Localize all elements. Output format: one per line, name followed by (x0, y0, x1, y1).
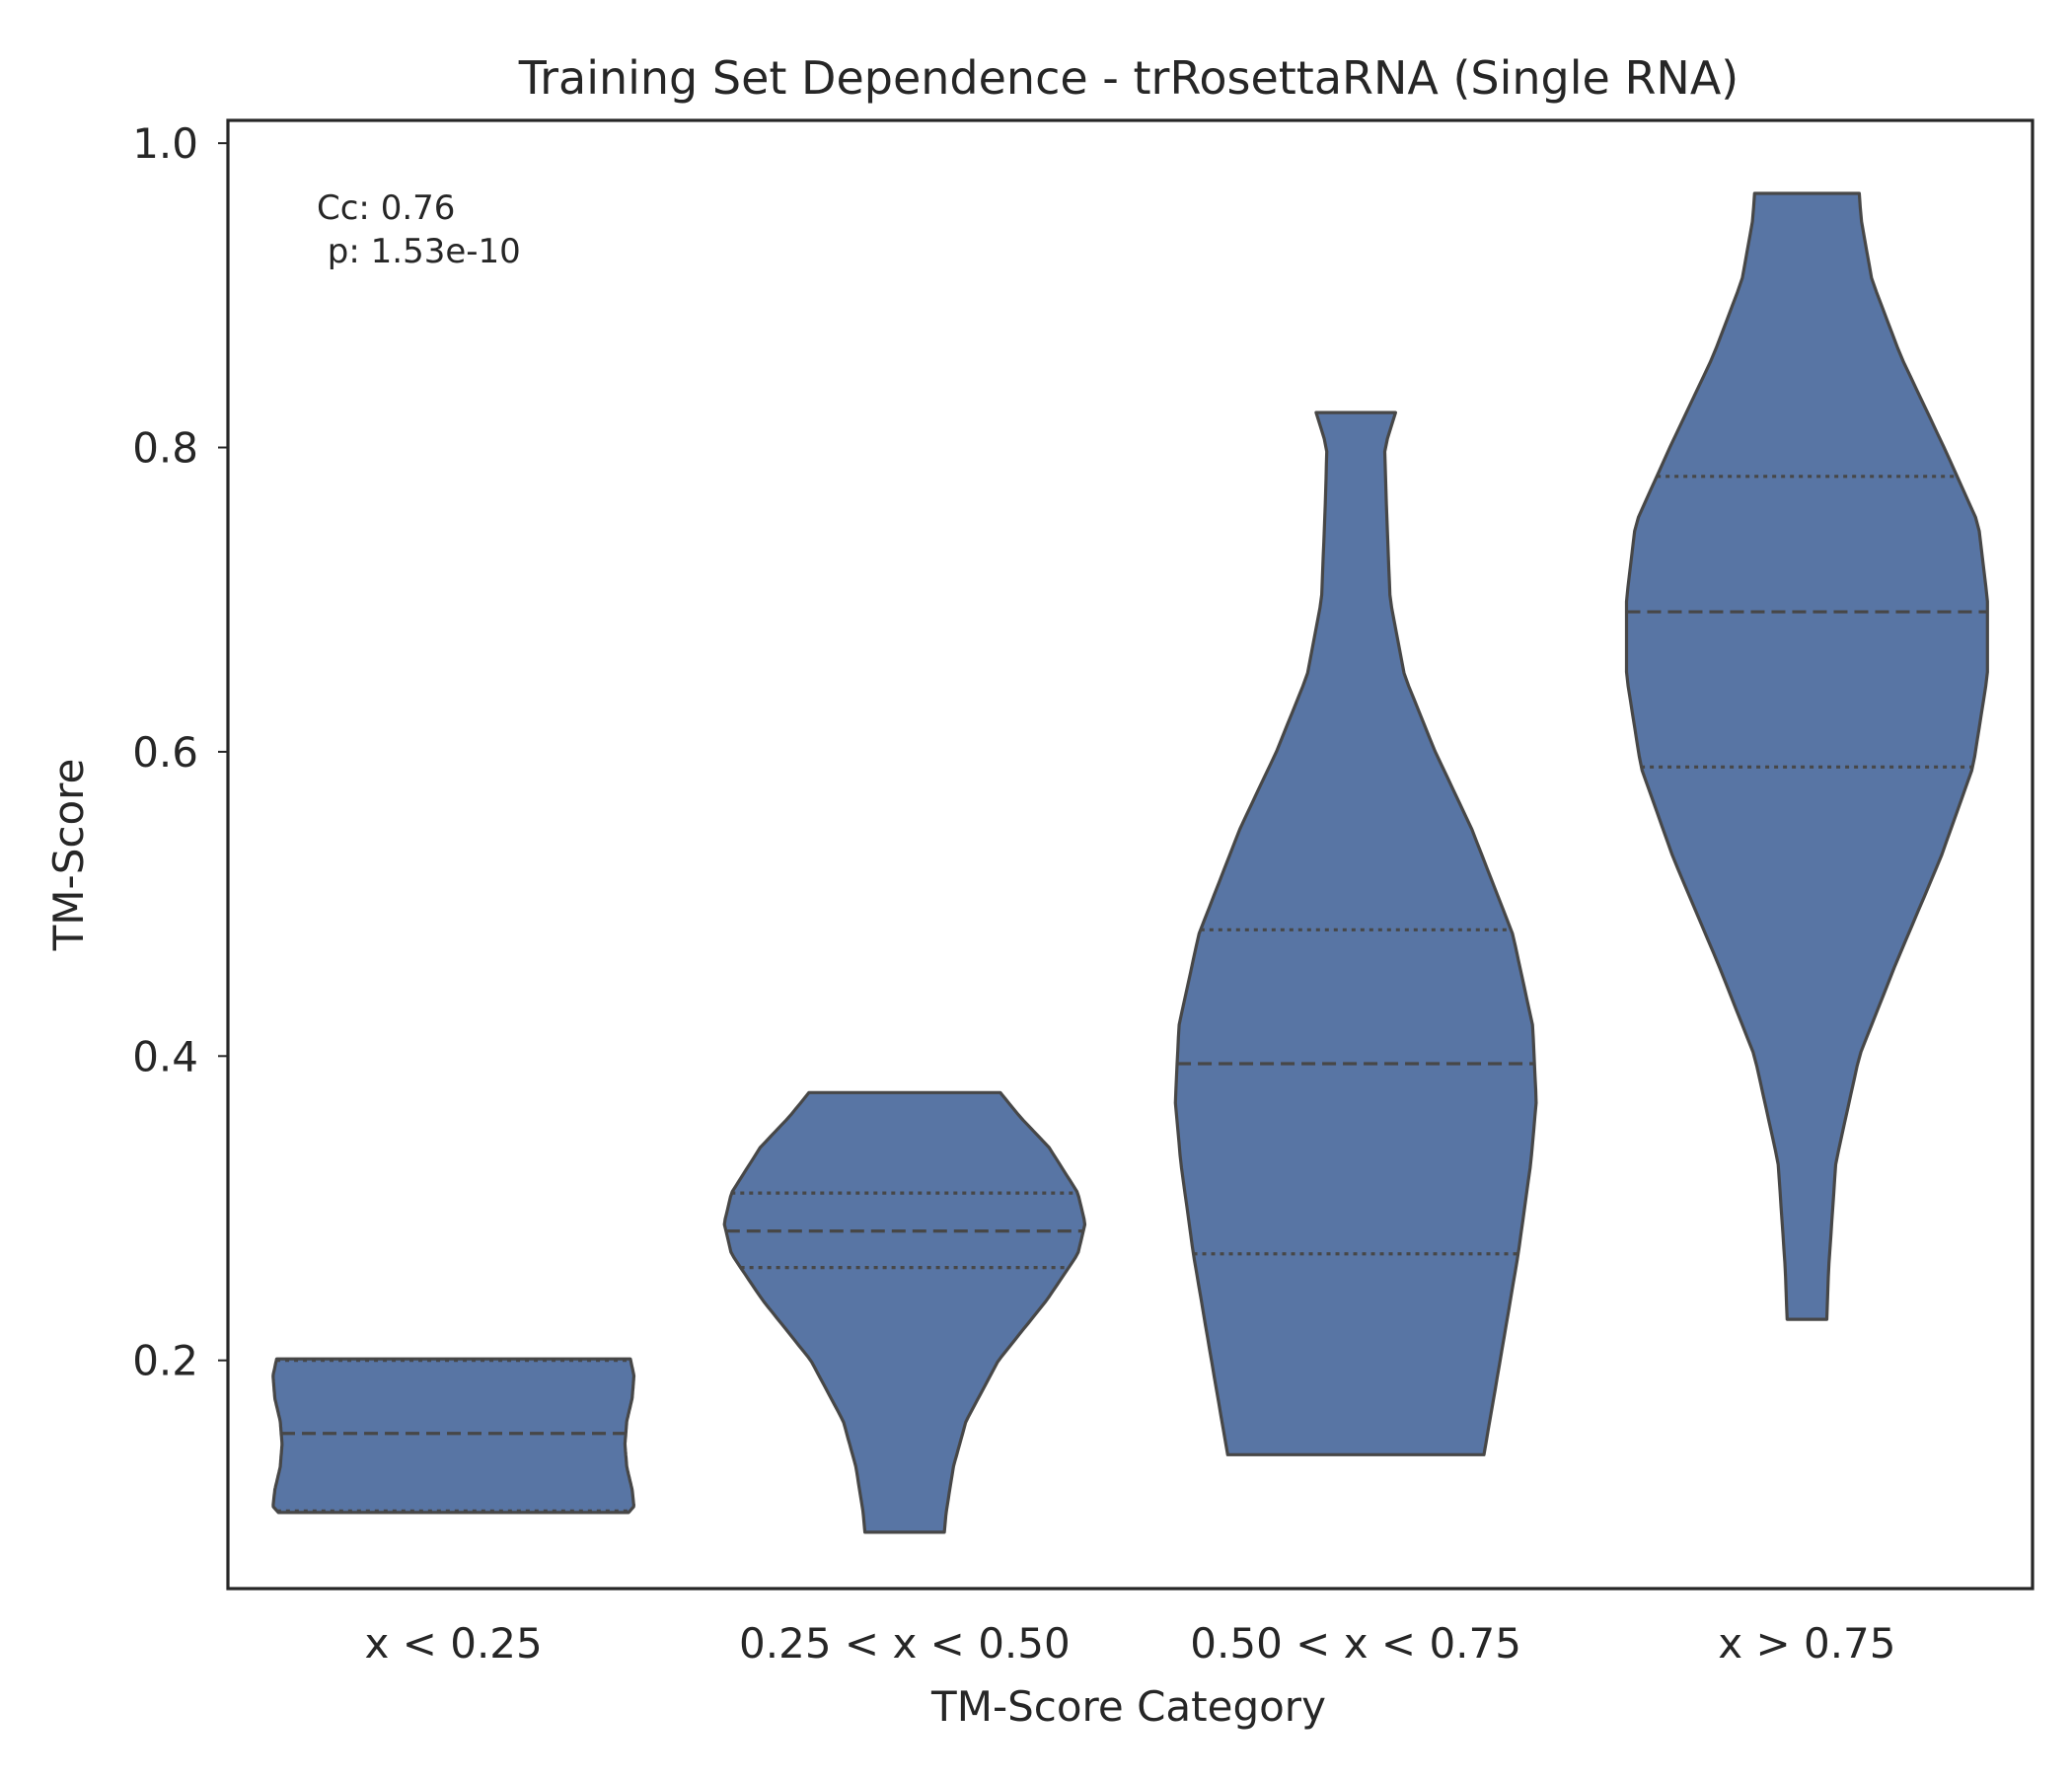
pvalue-annotation: p: 1.53e-10 (317, 232, 521, 271)
y-tick-label: 1.0 (132, 119, 198, 168)
correlation-annotation: Cc: 0.76 (317, 188, 455, 228)
violin-body (1173, 410, 1538, 1456)
x-tick-labels: x < 0.25 0.25 < x < 0.50 0.50 < x < 0.75 x … (364, 1619, 1895, 1668)
plot-frame (226, 118, 2035, 1591)
x-tick-label: x < 0.25 (364, 1619, 542, 1668)
y-tick-label: 0.2 (132, 1337, 198, 1385)
x-tick-label: 0.50 < x < 0.75 (1190, 1619, 1521, 1668)
violin-body (722, 1090, 1087, 1534)
x-tick-label: x > 0.75 (1718, 1619, 1895, 1668)
x-tick-label: 0.25 < x < 0.50 (739, 1619, 1071, 1668)
chart-title: Training Set Dependence - trRosettaRNA (… (518, 51, 1739, 105)
x-axis-label: TM-Score Category (930, 1682, 1326, 1731)
y-axis-label: TM-Score (44, 759, 93, 952)
y-tick-label: 0.6 (132, 728, 198, 777)
y-tick-labels: 0.2 0.4 0.6 0.8 1.0 (132, 119, 228, 1385)
y-tick-label: 0.8 (132, 424, 198, 473)
y-tick-label: 0.4 (132, 1032, 198, 1080)
violin-body (271, 1357, 636, 1515)
violin-body (1624, 191, 1989, 1321)
violins-layer (271, 191, 1989, 1534)
